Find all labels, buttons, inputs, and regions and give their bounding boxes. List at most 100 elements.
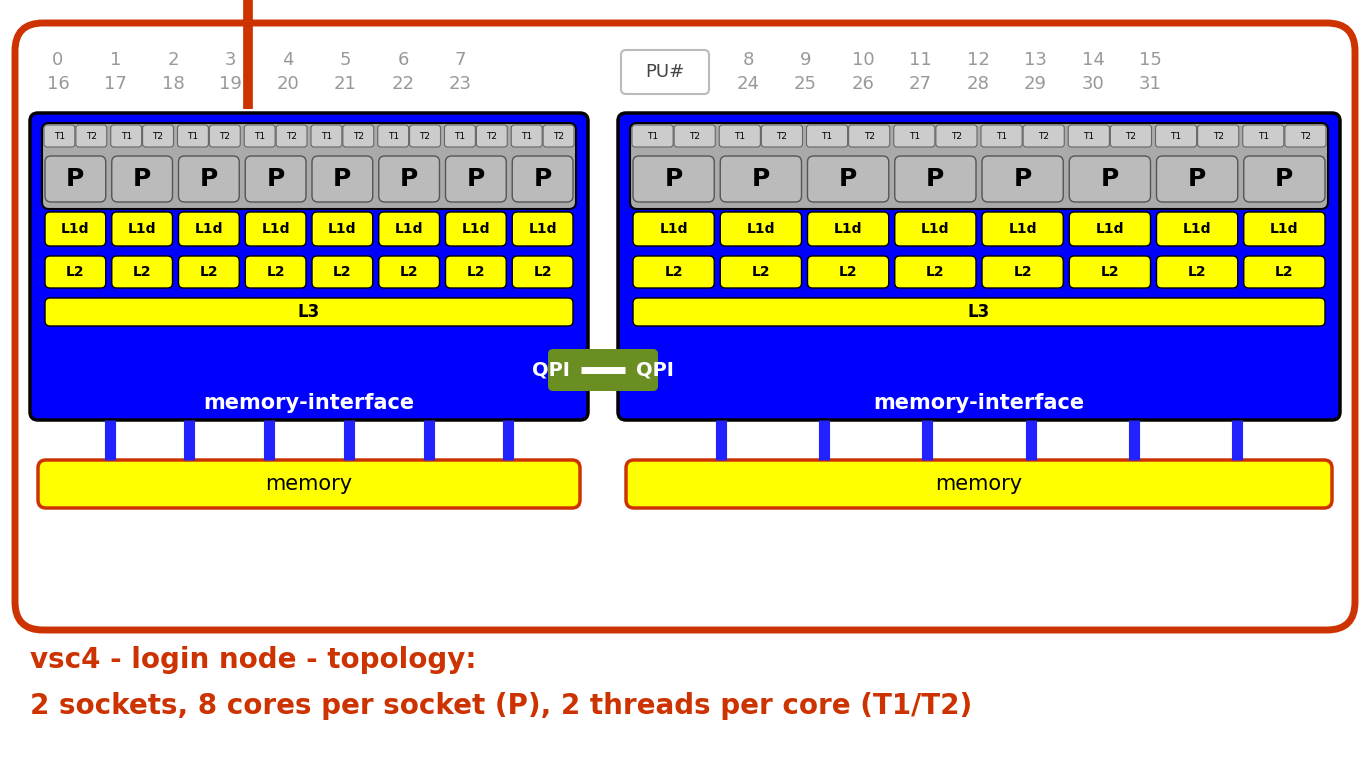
FancyBboxPatch shape [1244,156,1325,202]
FancyBboxPatch shape [981,125,1022,147]
Text: 27: 27 [910,75,932,93]
FancyBboxPatch shape [895,256,975,288]
FancyBboxPatch shape [633,256,714,288]
FancyBboxPatch shape [1285,125,1326,147]
FancyBboxPatch shape [848,125,889,147]
Text: L3: L3 [967,303,991,321]
FancyBboxPatch shape [807,256,889,288]
FancyBboxPatch shape [512,256,573,288]
Text: 15: 15 [1138,51,1162,69]
FancyBboxPatch shape [674,125,715,147]
Text: T2: T2 [1300,131,1311,141]
Text: T1: T1 [388,131,399,141]
Text: PU#: PU# [645,63,685,81]
Text: 17: 17 [104,75,127,93]
Text: L1d: L1d [395,222,423,236]
FancyBboxPatch shape [1243,125,1284,147]
FancyBboxPatch shape [511,125,543,147]
FancyBboxPatch shape [1069,156,1151,202]
FancyBboxPatch shape [1156,256,1237,288]
Text: memory: memory [266,474,352,494]
Text: L1d: L1d [62,222,89,236]
Text: 19: 19 [219,75,242,93]
Text: 11: 11 [910,51,932,69]
FancyBboxPatch shape [618,113,1340,420]
FancyBboxPatch shape [1156,156,1237,202]
Text: 9: 9 [800,51,811,69]
FancyBboxPatch shape [210,125,240,147]
FancyBboxPatch shape [45,256,105,288]
Text: T2: T2 [486,131,497,141]
FancyBboxPatch shape [378,256,440,288]
FancyBboxPatch shape [807,156,889,202]
FancyBboxPatch shape [44,125,75,147]
Text: 2: 2 [167,51,178,69]
Text: L1d: L1d [1182,222,1211,236]
Text: 26: 26 [852,75,874,93]
Text: L1d: L1d [747,222,775,236]
FancyBboxPatch shape [1244,212,1325,246]
FancyBboxPatch shape [1156,212,1237,246]
Text: T2: T2 [152,131,163,141]
FancyBboxPatch shape [512,212,573,246]
FancyBboxPatch shape [178,212,240,246]
Text: T2: T2 [863,131,874,141]
Text: T2: T2 [1038,131,1049,141]
FancyBboxPatch shape [895,156,975,202]
FancyBboxPatch shape [621,50,710,94]
Text: L2: L2 [533,265,552,279]
Text: L1d: L1d [921,222,949,236]
FancyBboxPatch shape [982,156,1063,202]
Text: L3: L3 [297,303,321,321]
Text: 8: 8 [743,51,754,69]
Text: 1: 1 [110,51,121,69]
Text: L2: L2 [200,265,218,279]
Text: P: P [467,167,485,191]
FancyBboxPatch shape [807,212,889,246]
Text: T2: T2 [353,131,364,141]
FancyBboxPatch shape [312,256,373,288]
Text: L1d: L1d [462,222,490,236]
Text: P: P [752,167,770,191]
Text: 24: 24 [737,75,759,93]
Text: P: P [838,167,858,191]
FancyBboxPatch shape [445,156,507,202]
FancyBboxPatch shape [721,256,801,288]
Text: L1d: L1d [659,222,688,236]
Text: L2: L2 [400,265,418,279]
Text: T2: T2 [1125,131,1137,141]
FancyBboxPatch shape [378,125,408,147]
Text: L2: L2 [1100,265,1119,279]
Text: L2: L2 [664,265,682,279]
FancyBboxPatch shape [142,125,174,147]
FancyBboxPatch shape [721,212,801,246]
FancyBboxPatch shape [378,156,440,202]
Text: T2: T2 [777,131,788,141]
Text: T1: T1 [455,131,466,141]
Text: 23: 23 [449,75,473,93]
Text: L2: L2 [752,265,770,279]
Text: T1: T1 [734,131,745,141]
Text: memory-interface: memory-interface [874,392,1085,412]
Text: T2: T2 [219,131,230,141]
Text: P: P [1188,167,1206,191]
Text: 3: 3 [225,51,236,69]
Text: L1d: L1d [1096,222,1125,236]
Text: L2: L2 [467,265,485,279]
Text: 10: 10 [852,51,874,69]
FancyBboxPatch shape [378,212,440,246]
FancyBboxPatch shape [630,123,1328,209]
Text: 18: 18 [162,75,185,93]
Text: QPI: QPI [636,360,674,380]
FancyBboxPatch shape [548,349,658,391]
Text: P: P [200,167,218,191]
Text: T2: T2 [1212,131,1223,141]
Text: memory-interface: memory-interface [203,392,415,412]
FancyBboxPatch shape [1069,125,1110,147]
Text: P: P [1014,167,1032,191]
Text: P: P [400,167,418,191]
Text: T2: T2 [553,131,564,141]
Text: L1d: L1d [195,222,223,236]
FancyBboxPatch shape [1197,125,1238,147]
FancyBboxPatch shape [633,298,1325,326]
